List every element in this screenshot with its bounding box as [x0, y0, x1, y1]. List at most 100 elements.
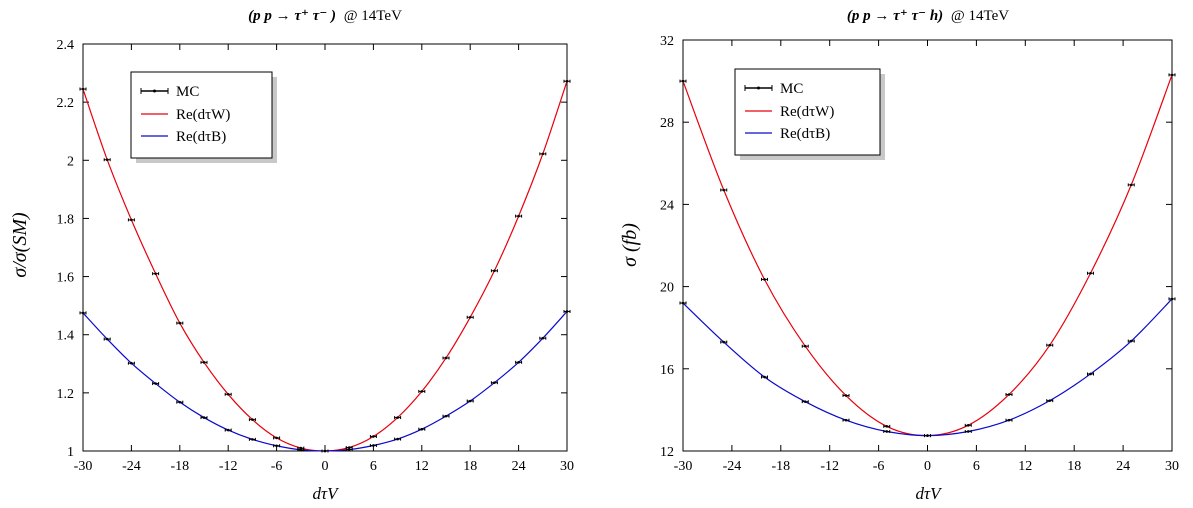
mc-point [885, 430, 889, 433]
x-tick-label: 12 [1018, 459, 1032, 474]
left-chart: (p p → τ⁺ τ⁻ ) @ 14TeV dτV σ/σ(SM) -30 -2… [9, 8, 574, 503]
legend-label: MC [780, 81, 803, 97]
mc-point [444, 414, 448, 418]
mc-point [1129, 339, 1133, 343]
mc-point [226, 393, 230, 396]
right-chart-xlabel: dτV [916, 484, 944, 503]
x-tick-label: -6 [271, 459, 283, 474]
y-tick-label: 16 [660, 363, 674, 378]
legend-label: Re(dτW) [176, 107, 230, 123]
y-tick-label: 1 [67, 445, 74, 460]
legend-label: Re(dτW) [780, 104, 834, 120]
y-tick-label: 1.4 [57, 329, 75, 344]
y-tick-label: 2 [67, 154, 74, 169]
x-tick-label: 6 [973, 459, 980, 474]
x-tick-label: 24 [1116, 459, 1130, 474]
mc-point [1170, 297, 1174, 301]
x-tick-label: -6 [873, 459, 885, 474]
mc-point [105, 158, 109, 162]
mc-point [251, 418, 254, 421]
mc-point [1048, 343, 1052, 347]
x-tick-label: -12 [820, 459, 839, 474]
mc-point [468, 315, 472, 319]
x-tick-label: 18 [1067, 459, 1081, 474]
mc-point [396, 437, 399, 441]
legend-box [130, 71, 273, 159]
mc-point [1007, 393, 1011, 396]
mc-point [885, 425, 889, 428]
mc-point [323, 449, 327, 453]
mc-point [420, 390, 424, 393]
series-line-dtauB [82, 311, 568, 452]
mc-point [105, 337, 109, 341]
mc-point [966, 430, 970, 433]
mc-point [178, 321, 182, 325]
mc-point [722, 340, 726, 344]
right-chart-title: (p p → τ⁺ τ⁻ h) @ 14TeV [847, 8, 1009, 24]
mc-point [154, 272, 157, 275]
mc-point [565, 79, 569, 83]
left-chart-ylabel: σ/σ(SM) [9, 212, 31, 278]
mc-point [347, 446, 351, 449]
right-chart-ylabel: σ (fb) [619, 223, 641, 267]
mc-point [844, 394, 848, 397]
x-tick-label: 12 [415, 459, 429, 474]
x-tick-label: -24 [723, 459, 742, 474]
mc-point [275, 436, 278, 440]
mc-point [1007, 418, 1011, 422]
mc-point [396, 416, 399, 419]
x-tick-label: 0 [924, 459, 931, 474]
mc-point [844, 418, 848, 422]
mc-point [130, 361, 133, 365]
mc-point [541, 152, 545, 156]
right-chart: (p p → τ⁺ τ⁻ h) @ 14TeV dτV σ (fb) -30 -2… [619, 8, 1179, 503]
mc-point [468, 399, 472, 403]
y-tick-label: 28 [660, 116, 674, 131]
y-tick-label: 32 [660, 34, 674, 49]
legend-label: Re(dτB) [176, 129, 226, 145]
x-tick-label: 0 [322, 459, 329, 474]
x-tick-label: 30 [1165, 459, 1179, 474]
left-chart-plot-area: -30 -24 -18 -12 -6 0 6 12 18 24 30 1 1.2 1.4 1.6 1.8 2 2.… [57, 38, 575, 474]
series-line-dtauB [682, 298, 1173, 437]
y-tick-label: 20 [660, 281, 674, 296]
mc-point [275, 444, 278, 448]
mc-point [251, 438, 254, 441]
y-tick-label: 2.4 [57, 38, 75, 53]
mc-point [178, 400, 182, 404]
mc-point [517, 361, 520, 364]
left-chart-xlabel: dτV [313, 484, 341, 503]
x-tick-label: -18 [170, 459, 189, 474]
y-tick-label: 1.6 [57, 271, 75, 286]
mc-point [565, 310, 569, 313]
x-tick-label: -18 [771, 459, 790, 474]
mc-point [372, 435, 375, 438]
y-tick-label: 12 [660, 445, 674, 460]
x-tick-label: 18 [463, 459, 477, 474]
mc-point [81, 311, 85, 315]
mc-point [681, 301, 685, 305]
left-chart-title: (p p → τ⁺ τ⁻ ) @ 14TeV [248, 8, 402, 24]
x-tick-label: -30 [74, 459, 93, 474]
mc-point [966, 424, 970, 427]
legend-box [734, 68, 881, 156]
legend-label: Re(dτB) [780, 126, 830, 142]
mc-point [347, 448, 351, 451]
mc-point [1089, 372, 1092, 376]
legend-swatch-point [757, 86, 760, 90]
mc-point [202, 416, 206, 419]
y-tick-label: 24 [660, 198, 674, 213]
mc-point [763, 278, 766, 281]
x-tick-label: 30 [560, 459, 574, 474]
mc-point [493, 269, 496, 273]
y-tick-label: 1.8 [57, 212, 75, 227]
x-tick-label: -30 [674, 459, 693, 474]
y-tick-label: 1.2 [57, 387, 75, 402]
mc-point [226, 428, 230, 432]
mc-point [722, 188, 726, 192]
mc-point [803, 344, 807, 348]
mc-point [1048, 399, 1052, 402]
right-chart-plot-area: -30 -24 -18 -12 -6 0 6 12 18 24 30 12 16 20 24 28 32 MC Re… [660, 34, 1179, 474]
mc-point [493, 381, 496, 384]
mc-point [541, 336, 545, 340]
